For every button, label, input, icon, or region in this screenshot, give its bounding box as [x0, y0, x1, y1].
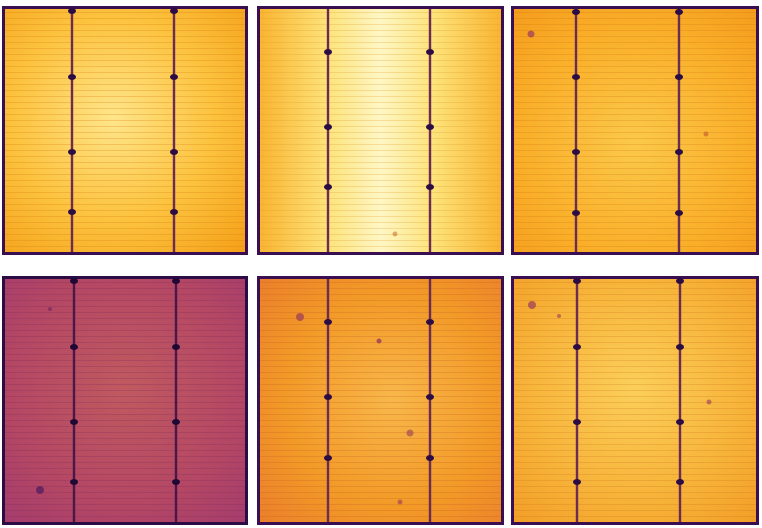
finger-lines [260, 9, 501, 252]
busbar-dots [70, 278, 180, 485]
el-cell-image-4 [2, 276, 248, 525]
busbar-dots [68, 8, 178, 215]
busbar-dots [572, 9, 683, 216]
finger-lines [260, 279, 501, 522]
busbar-dots [324, 319, 434, 461]
finger-lines [514, 9, 756, 252]
el-cell-image-6 [511, 276, 759, 525]
el-cell-svg-1 [2, 6, 248, 255]
defect-spot [528, 301, 536, 309]
el-cell-svg-5 [257, 276, 504, 525]
defect-spot [296, 313, 304, 321]
finger-lines [514, 279, 756, 522]
busbar-dots [573, 278, 684, 485]
el-cell-svg-4 [2, 276, 248, 525]
el-cell-image-3 [511, 6, 759, 255]
finger-lines [5, 9, 245, 252]
el-cell-svg-2 [257, 6, 504, 255]
finger-lines [5, 279, 245, 522]
defect-spot [527, 30, 535, 38]
el-cell-image-2 [257, 6, 504, 255]
busbar-dots [324, 49, 434, 190]
el-cell-image-1 [2, 6, 248, 255]
defect-spot [36, 486, 44, 494]
el-cell-image-5 [257, 276, 504, 525]
el-cell-svg-3 [511, 6, 759, 255]
el-cell-svg-6 [511, 276, 759, 525]
